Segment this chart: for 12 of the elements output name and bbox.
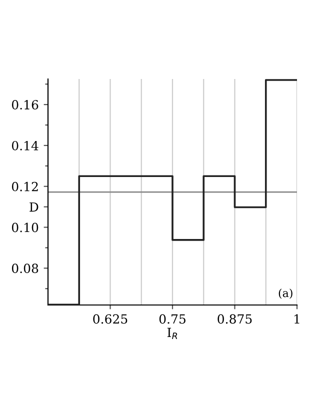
- x-axis-title: I$_{R}$: [167, 328, 178, 340]
- y-tick-label: 0.10: [12, 222, 38, 232]
- y-tick-label: 0.16: [12, 100, 38, 110]
- y-tick-label: 0.14: [12, 140, 38, 150]
- y-tick-label: D: [30, 202, 38, 212]
- x-tick-label: 0.875: [218, 314, 252, 324]
- y-tick-label: 0.12: [12, 182, 38, 192]
- x-tick-label: 1: [294, 314, 300, 324]
- x-tick-label: 0.625: [93, 314, 128, 324]
- annotation: (a): [278, 288, 292, 299]
- y-tick-label: 0.08: [12, 264, 38, 274]
- x-tick-label: 0.75: [159, 314, 186, 324]
